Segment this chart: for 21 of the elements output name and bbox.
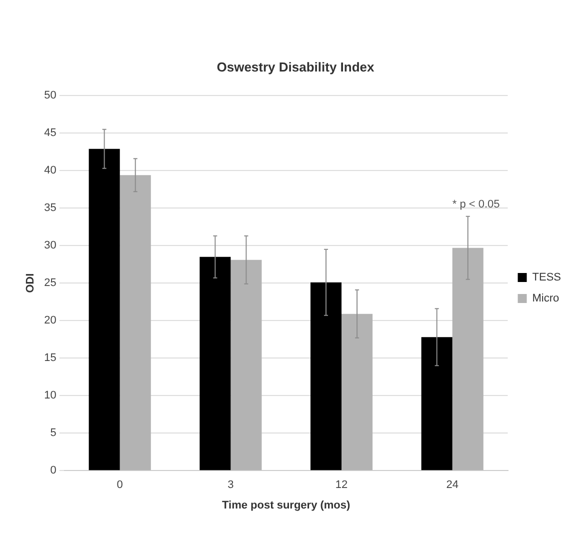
y-tick-label: 50: [44, 90, 56, 102]
y-tick-label: 15: [44, 352, 56, 364]
x-tick-label: 0: [116, 479, 123, 492]
y-tick-label: 10: [44, 390, 56, 402]
y-tick-label: 0: [50, 464, 56, 477]
y-tick-label: 35: [44, 202, 56, 214]
y-tick-label: 40: [44, 164, 56, 177]
legend-label: TESS: [532, 272, 562, 284]
chart-title: Oswestry Disability Index: [216, 59, 376, 74]
y-tick-label: 20: [44, 314, 56, 327]
x-tick-label: 24: [446, 479, 458, 492]
y-tick-label: 30: [44, 240, 56, 252]
x-tick-label: 12: [335, 479, 348, 492]
y-tick-label: 5: [50, 427, 56, 440]
y-tick-label: 25: [44, 277, 56, 290]
y-axis-title: ODI: [24, 273, 37, 293]
annotation: * p < 0.05: [452, 198, 500, 210]
y-tick-label: 45: [44, 127, 56, 140]
x-axis-title: Time post surgery (mos): [222, 499, 351, 512]
x-tick-label: 3: [228, 479, 234, 492]
legend-label: Micro: [532, 292, 560, 305]
